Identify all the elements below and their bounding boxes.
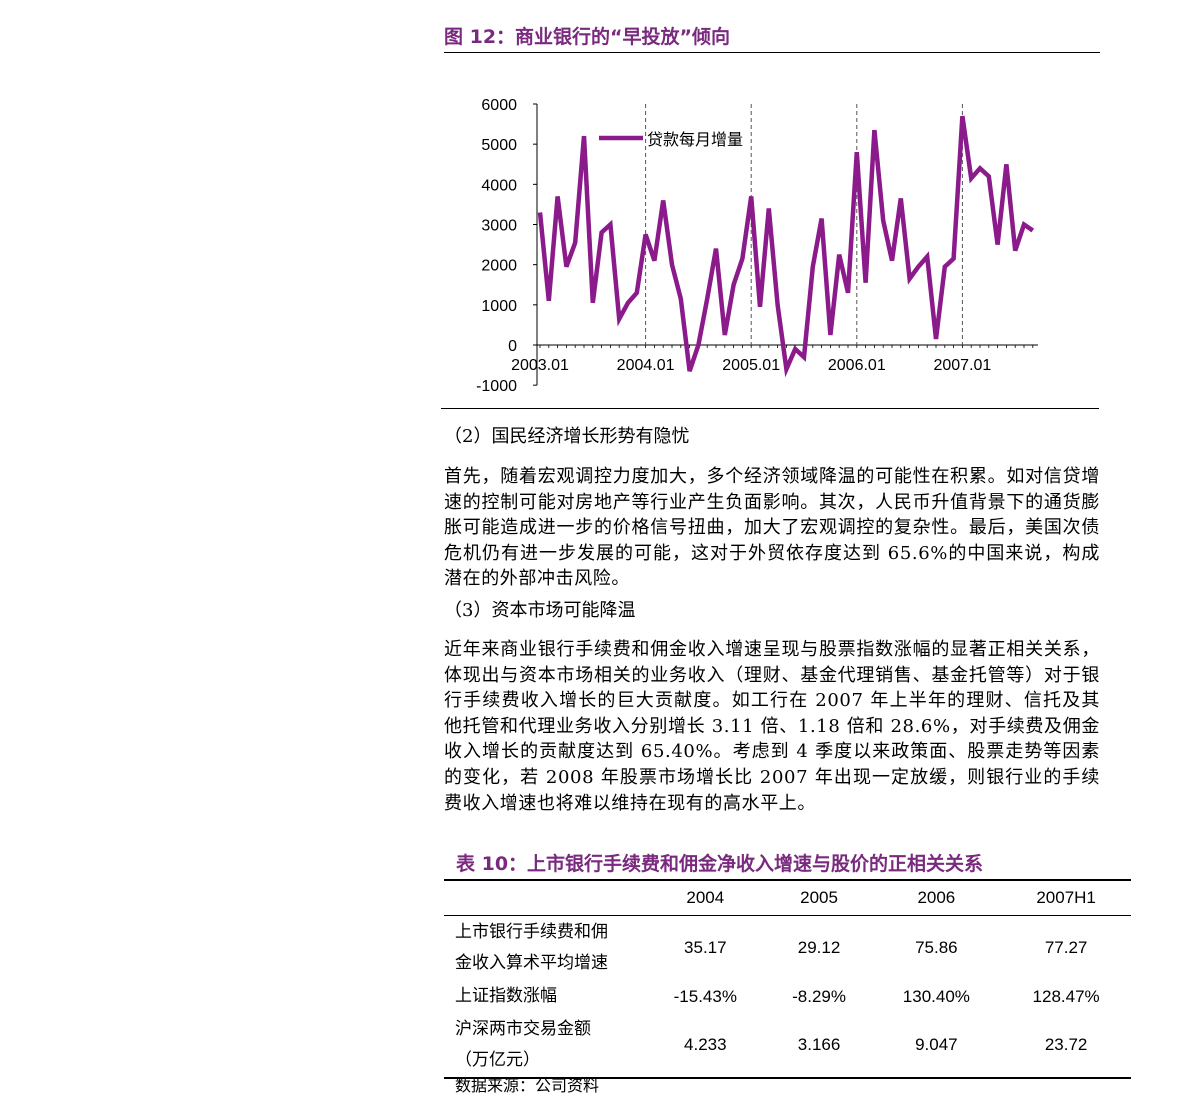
y-tick-label: -1000 xyxy=(476,378,517,395)
x-tick-label: 2004.01 xyxy=(617,357,675,374)
chart-legend: 贷款每月增量 xyxy=(599,130,743,149)
y-tick-label: 0 xyxy=(508,338,517,355)
table-cell: 75.86 xyxy=(915,938,958,957)
table-header-2005: 2005 xyxy=(766,880,872,916)
x-tick-label: 2006.01 xyxy=(828,357,886,374)
figure-title: 图 12：商业银行的“早投放”倾向 xyxy=(444,22,1100,53)
table-header-2007h1: 2007H1 xyxy=(1001,880,1131,916)
section-2-heading: （2）国民经济增长形势有隐忧 xyxy=(444,426,690,447)
y-tick-label: 2000 xyxy=(481,258,517,275)
legend-label: 贷款每月增量 xyxy=(647,130,743,149)
table-cell: 29.12 xyxy=(797,938,841,957)
loan-increment-line-chart: 6000 5000 4000 3000 2000 1000 0 -1000 2003.01 200… xyxy=(476,97,1038,395)
fee-income-table: 2004 2005 2006 2007H1 上市银行手续费和佣 金收入算术平均增… xyxy=(444,879,1131,1079)
chart-series xyxy=(537,115,1035,378)
table-cell: 4.233 xyxy=(684,1035,727,1054)
x-tick-label: 2005.01 xyxy=(722,357,780,374)
section-3-heading: （3）资本市场可能降温 xyxy=(444,600,636,621)
row-label-line1: 沪深两市交易金额 xyxy=(455,1019,591,1039)
table-cell: -15.43% xyxy=(673,986,737,1006)
table-header-row: 2004 2005 2006 2007H1 xyxy=(444,880,1131,916)
section-2-paragraph: 首先，随着宏观调控力度加大，多个经济领域降温的可能性在积累。如对信贷增速的控制可… xyxy=(444,466,1100,590)
row-label-line2: 金收入算术平均增速 xyxy=(455,953,608,973)
table-cell: 3.166 xyxy=(797,1035,841,1054)
chart-axes xyxy=(533,103,1038,386)
row-label: 沪深两市交易金额 （万亿元） xyxy=(444,1013,644,1078)
x-tick-label: 2007.01 xyxy=(933,357,991,374)
table-header-2006: 2006 xyxy=(871,880,1002,916)
table-row: 上证指数涨幅 -15.43% -8.29% 130.40% 128.47% xyxy=(444,980,1131,1013)
row-label-line1: 上市银行手续费和佣 xyxy=(455,922,608,942)
table-cell: 35.17 xyxy=(684,938,727,957)
y-tick-label: 5000 xyxy=(481,137,517,154)
row-label: 上证指数涨幅 xyxy=(444,980,644,1013)
table-cell: 128.47% xyxy=(1032,986,1100,1006)
table-source-note: 数据来源：公司资料 xyxy=(455,1076,600,1095)
figure-bottom-rule xyxy=(441,408,1099,409)
row-label-line1: 上证指数涨幅 xyxy=(455,986,557,1006)
row-label: 上市银行手续费和佣 金收入算术平均增速 xyxy=(444,916,644,981)
chart-tick-labels: 6000 5000 4000 3000 2000 1000 0 -1000 2003.01 200… xyxy=(476,97,991,395)
x-tick-label: 2003.01 xyxy=(511,357,569,374)
table-header-2004: 2004 xyxy=(644,880,767,916)
table-title: 表 10：上市银行手续费和佣金净收入增速与股价的正相关关系 xyxy=(456,853,984,875)
section-3-paragraph: 近年来商业银行手续费和佣金收入增速呈现与股票指数涨幅的显著正相关关系，体现出与资… xyxy=(444,639,1100,814)
table-cell: 23.72 xyxy=(1044,1035,1088,1054)
series-line-loan-increment xyxy=(537,115,1035,378)
row-label-line2: （万亿元） xyxy=(455,1050,540,1070)
table-cell: 77.27 xyxy=(1044,938,1088,957)
table-cell: -8.29% xyxy=(792,986,846,1006)
y-tick-label: 4000 xyxy=(481,177,517,194)
y-tick-label: 3000 xyxy=(481,218,517,235)
table-cell: 130.40% xyxy=(902,986,970,1006)
table-row: 上市银行手续费和佣 金收入算术平均增速 35.17 29.12 75.86 77… xyxy=(444,916,1131,981)
table-header-label xyxy=(444,880,644,916)
table-row: 沪深两市交易金额 （万亿元） 4.233 3.166 9.047 23.72 xyxy=(444,1013,1131,1078)
table-cell: 9.047 xyxy=(915,1035,958,1054)
y-tick-label: 1000 xyxy=(481,298,517,315)
y-tick-label: 6000 xyxy=(481,97,517,114)
